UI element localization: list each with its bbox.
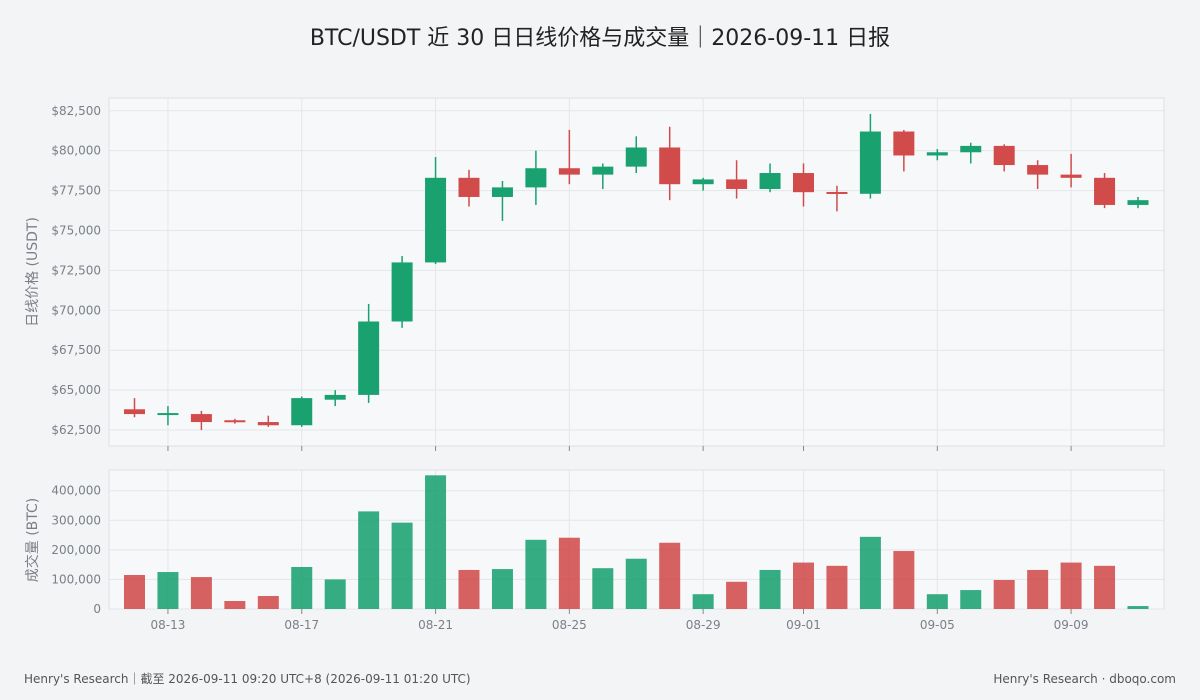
volume-bar [826,565,848,609]
volume-bar [926,594,948,609]
volume-bar [458,569,480,609]
volume-bar [592,568,614,609]
volume-bars [124,475,1149,609]
price-y-tick-label: $65,000 [51,383,101,397]
candle-body [224,420,246,423]
volume-bar [358,511,380,609]
volume-bar [157,572,179,609]
candle-body [425,177,447,263]
volume-bar [324,579,346,609]
x-tick-label: 08-25 [552,618,587,632]
candle-body [793,173,814,193]
volume-bar [391,522,413,609]
price-y-tick-label: $70,000 [51,303,101,317]
volume-bar [525,539,547,609]
volume-bar [726,581,748,609]
candle-body [759,173,781,189]
candle-body [157,413,179,416]
volume-y-tick-label: 0 [93,602,101,616]
volume-y-tick-label: 200,000 [51,543,101,557]
candle-body [859,131,881,194]
volume-bar [1027,569,1049,609]
price-gridlines [109,98,1164,446]
candle-body [692,179,714,185]
price-y-tick-label: $77,500 [51,184,101,198]
x-tick-label: 09-01 [786,618,821,632]
volume-bar [659,542,681,609]
price-y-tick-label: $82,500 [51,104,101,118]
x-axis-ticks: 08-13 08-17 08-21 08-25 08-29 09-01 09-05 09-09 [151,446,1089,632]
volume-bar [625,558,647,609]
volume-bar [793,562,814,609]
volume-bar [993,580,1015,609]
candle-body [592,166,614,175]
volume-y-tick-label: 100,000 [51,572,101,586]
volume-y-tick-label: 300,000 [51,513,101,527]
price-y-tick-label: $80,000 [51,144,101,158]
x-tick-label: 08-29 [686,618,721,632]
candle-body [291,398,313,426]
price-y-axis-label: 日线价格 (USDT) [25,217,41,327]
volume-y-axis-label: 成交量 (BTC) [24,498,41,583]
candle-body [525,168,547,188]
candle-body [458,177,480,197]
candle-body [491,187,513,197]
x-tick-label: 09-05 [920,618,955,632]
candle-body [993,145,1015,166]
candle-body [625,147,647,167]
volume-bar [257,595,279,609]
candle-body [826,191,848,194]
candle-body [659,147,681,185]
candle-body [1060,174,1082,178]
volume-bar [1094,565,1116,609]
volume-bar [1127,606,1149,609]
x-tick-label: 09-09 [1054,618,1089,632]
candles [124,113,1149,431]
volume-bar [692,594,714,609]
candle-body [1094,177,1116,205]
volume-bar [893,551,915,609]
volume-y-tick-label: 400,000 [51,484,101,498]
volume-bar [558,537,580,609]
volume-y-ticks: 0 100,000 200,000 300,000 400,000 [51,484,101,616]
volume-bar [425,475,447,609]
volume-bar [491,569,513,609]
volume-bar [124,574,145,609]
candle-body [257,422,279,426]
candle-body [558,168,580,175]
candle-body [726,179,748,189]
x-tick-label: 08-21 [418,618,453,632]
candle-body [960,145,982,153]
volume-bar [960,590,982,609]
price-y-tick-label: $62,500 [51,423,101,437]
volume-bar [1060,562,1082,609]
price-y-tick-label: $75,000 [51,223,101,237]
volume-bar [859,536,881,609]
x-tick-label: 08-13 [151,618,186,632]
candle-body [391,262,413,322]
footer-left: Henry's Research｜截至 2026-09-11 09:20 UTC… [24,672,471,686]
price-y-ticks: $62,500 $65,000 $67,500 $70,000 $72,500 $75,0… [51,104,101,437]
candle-body [190,414,212,423]
candle-body [324,394,346,400]
candle-body [1027,165,1049,175]
footer-right: Henry's Research · dboqo.com [993,672,1176,686]
candle-body [358,321,380,395]
price-y-tick-label: $72,500 [51,263,101,277]
volume-bar [224,601,246,609]
volume-bar [190,577,212,609]
candle-body [124,409,145,415]
candle-body [926,152,948,156]
volume-bar [291,567,313,609]
x-tick-label: 08-17 [284,618,319,632]
price-y-tick-label: $67,500 [51,343,101,357]
candle-body [893,131,915,156]
chart-title: BTC/USDT 近 30 日日线价格与成交量｜2026-09-11 日报 [310,26,890,51]
volume-bar [759,569,781,609]
volume-gridlines [109,470,1164,610]
candle-body [1127,200,1149,205]
